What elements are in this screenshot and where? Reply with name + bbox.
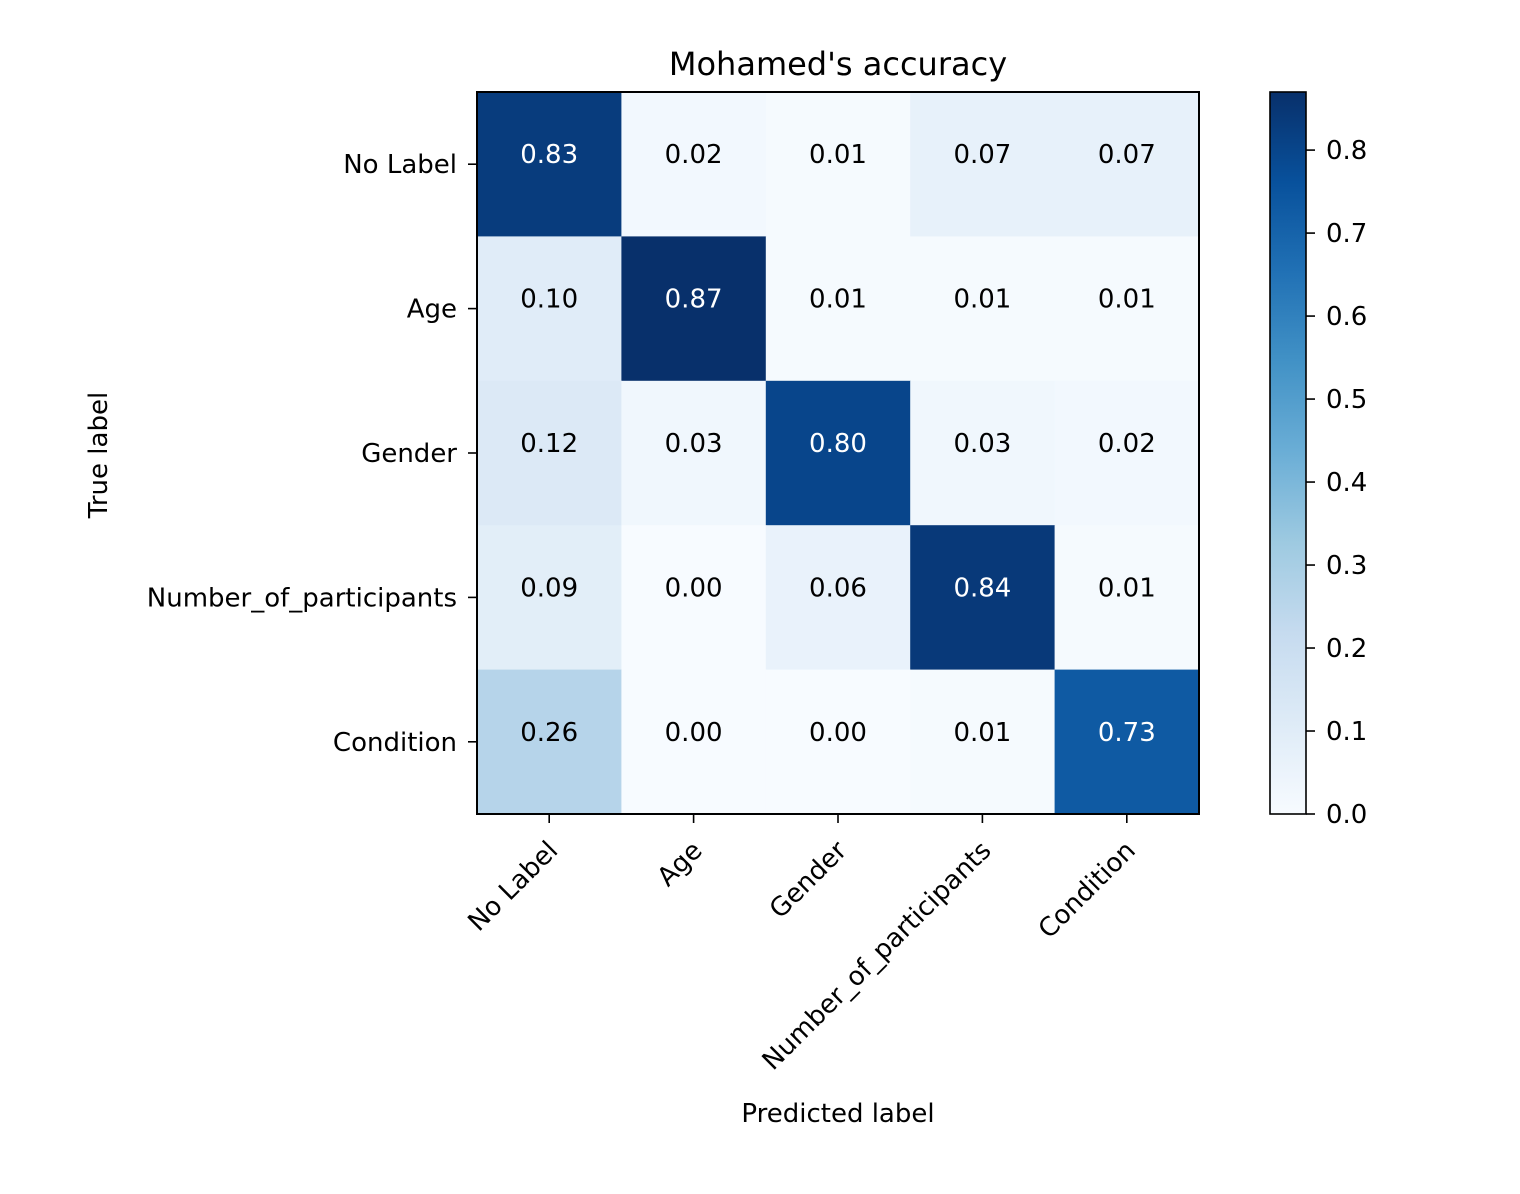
heatmap-cell <box>621 525 767 671</box>
x-tick-label: Age <box>652 836 709 893</box>
colorbar-tick-label: 0.6 <box>1326 302 1367 332</box>
y-tick-label: Age <box>407 295 457 325</box>
cell-value-label: 0.01 <box>953 718 1011 748</box>
colorbar-tick-label: 0.5 <box>1326 385 1367 415</box>
heatmap-cell <box>477 669 622 815</box>
x-axis-label: Predicted label <box>741 1099 934 1129</box>
heatmap-cells <box>477 92 1200 815</box>
cell-value-label: 0.10 <box>520 285 578 315</box>
heatmap-cell <box>621 236 767 382</box>
cell-value-label: 0.06 <box>809 573 867 603</box>
colorbar-tick-label: 0.0 <box>1326 800 1367 830</box>
heatmap-cell <box>910 380 1056 526</box>
colorbar-ticks: 0.0 0.1 0.2 0.3 0.4 0.5 0.6 0.7 0.8 <box>1306 136 1367 830</box>
x-tick-label: Gender <box>764 836 853 925</box>
cell-value-label: 0.01 <box>1098 285 1156 315</box>
heatmap-cell <box>477 525 622 671</box>
colorbar-tick-label: 0.8 <box>1326 136 1367 166</box>
heatmap-cell <box>621 380 767 526</box>
cell-value-label: 0.09 <box>520 573 578 603</box>
cell-value-label: 0.01 <box>1098 573 1156 603</box>
heatmap-cell <box>477 236 622 382</box>
cell-value-label: 0.26 <box>520 718 578 748</box>
y-axis-label: True label <box>84 392 114 519</box>
heatmap-cell <box>1054 92 1200 237</box>
colorbar-tick-label: 0.7 <box>1326 219 1367 249</box>
cell-value-label: 0.73 <box>1098 718 1156 748</box>
cell-value-label: 0.07 <box>953 140 1011 170</box>
cell-value-label: 0.83 <box>520 140 578 170</box>
heatmap-cell <box>910 525 1056 671</box>
cell-value-label: 0.03 <box>665 429 723 459</box>
heatmap-cell <box>1054 380 1200 526</box>
x-tick-label: Condition <box>1033 836 1142 945</box>
cell-value-label: 0.01 <box>953 285 1011 315</box>
cell-value-label: 0.00 <box>809 718 867 748</box>
chart-title: Mohamed's accuracy <box>669 45 1007 83</box>
y-tick-label: Number_of_participants <box>147 583 457 613</box>
colorbar-gradient <box>1269 91 1307 815</box>
cell-value-label: 0.80 <box>809 429 867 459</box>
y-tick-label: Gender <box>361 439 457 469</box>
y-tick-label: No Label <box>343 150 457 180</box>
cell-value-label: 0.01 <box>809 140 867 170</box>
heatmap-cell <box>621 669 767 815</box>
heatmap-cell <box>910 669 1056 815</box>
heatmap-cell <box>1054 525 1200 671</box>
cell-value-label: 0.03 <box>953 429 1011 459</box>
cell-value-label: 0.87 <box>665 285 723 315</box>
heatmap-cell <box>765 236 911 382</box>
heatmap-cell <box>765 92 911 237</box>
y-axis-ticks: No Label Age Gender Number_of_participants C… <box>147 150 477 758</box>
heatmap-cell <box>1054 236 1200 382</box>
heatmap-cell <box>1054 669 1200 815</box>
heatmap-cell <box>765 380 911 526</box>
colorbar-tick-label: 0.2 <box>1326 634 1367 664</box>
cell-value-label: 0.00 <box>665 573 723 603</box>
cell-value-label: 0.07 <box>1098 140 1156 170</box>
heatmap-cell-labels: 0.83 0.02 0.01 0.07 0.07 0.10 0.87 0.01 0.01 0.01… <box>520 140 1155 748</box>
heatmap-cell <box>621 92 767 237</box>
cell-value-label: 0.12 <box>520 429 578 459</box>
heatmap-cell <box>910 236 1056 382</box>
y-tick-label: Condition <box>333 728 457 758</box>
cell-value-label: 0.01 <box>809 285 867 315</box>
cell-value-label: 0.00 <box>665 718 723 748</box>
heatmap-cell <box>477 380 622 526</box>
colorbar: 0.0 0.1 0.2 0.3 0.4 0.5 0.6 0.7 0.8 <box>1269 91 1367 830</box>
cell-value-label: 0.02 <box>1098 429 1156 459</box>
x-tick-label: No Label <box>462 836 564 938</box>
heatmap-cell <box>910 92 1056 237</box>
heatmap-cell <box>765 669 911 815</box>
heatmap-cell <box>477 92 622 237</box>
colorbar-tick-label: 0.3 <box>1326 551 1367 581</box>
x-tick-label: Number_of_participants <box>757 836 998 1077</box>
cell-value-label: 0.84 <box>953 573 1011 603</box>
colorbar-tick-label: 0.1 <box>1326 717 1367 747</box>
cell-value-label: 0.02 <box>665 140 723 170</box>
colorbar-tick-label: 0.4 <box>1326 468 1367 498</box>
heatmap-cell <box>765 525 911 671</box>
